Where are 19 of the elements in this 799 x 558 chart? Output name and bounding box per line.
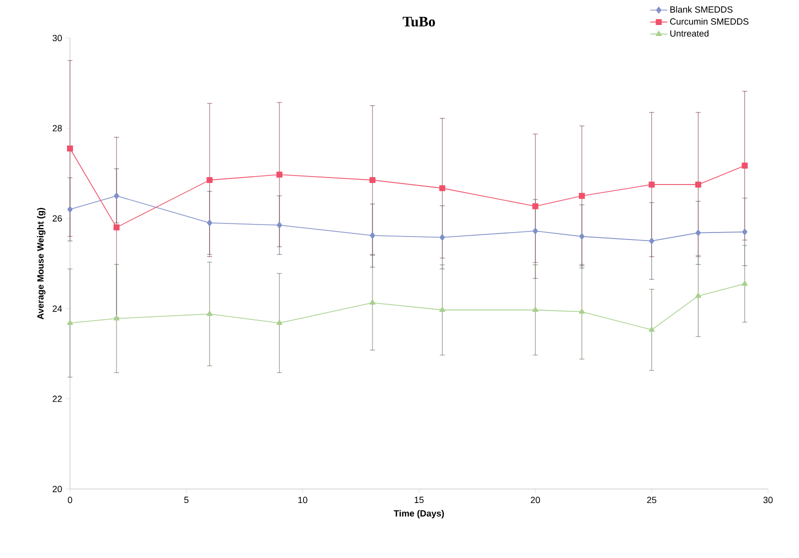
chart-title: TuBo: [402, 16, 435, 26]
x-tick-label: 20: [530, 496, 540, 504]
x-tick-label: 0: [68, 496, 72, 504]
y-tick-label: 26: [52, 215, 62, 222]
legend-label: Untreated: [670, 30, 708, 37]
y-tick-label: 20: [52, 486, 62, 492]
y-axis-title: Average Mouse Weight (g): [37, 208, 46, 320]
x-tick-label: 30: [763, 496, 773, 504]
y-tick-label: 22: [52, 396, 62, 402]
y-tick-label: 28: [52, 125, 62, 132]
x-tick-label: 10: [298, 496, 308, 504]
x-tick-label: 5: [184, 496, 188, 504]
x-axis-title: Time (Days): [394, 510, 444, 518]
legend-label: Blank SMEDDS: [670, 6, 733, 13]
x-tick-label: 25: [647, 496, 656, 504]
x-tick-label: 15: [414, 496, 424, 504]
y-tick-label: 30: [52, 34, 62, 42]
y-tick-label: 24: [52, 305, 62, 312]
legend-label: Curcumin SMEDDS: [670, 18, 748, 25]
